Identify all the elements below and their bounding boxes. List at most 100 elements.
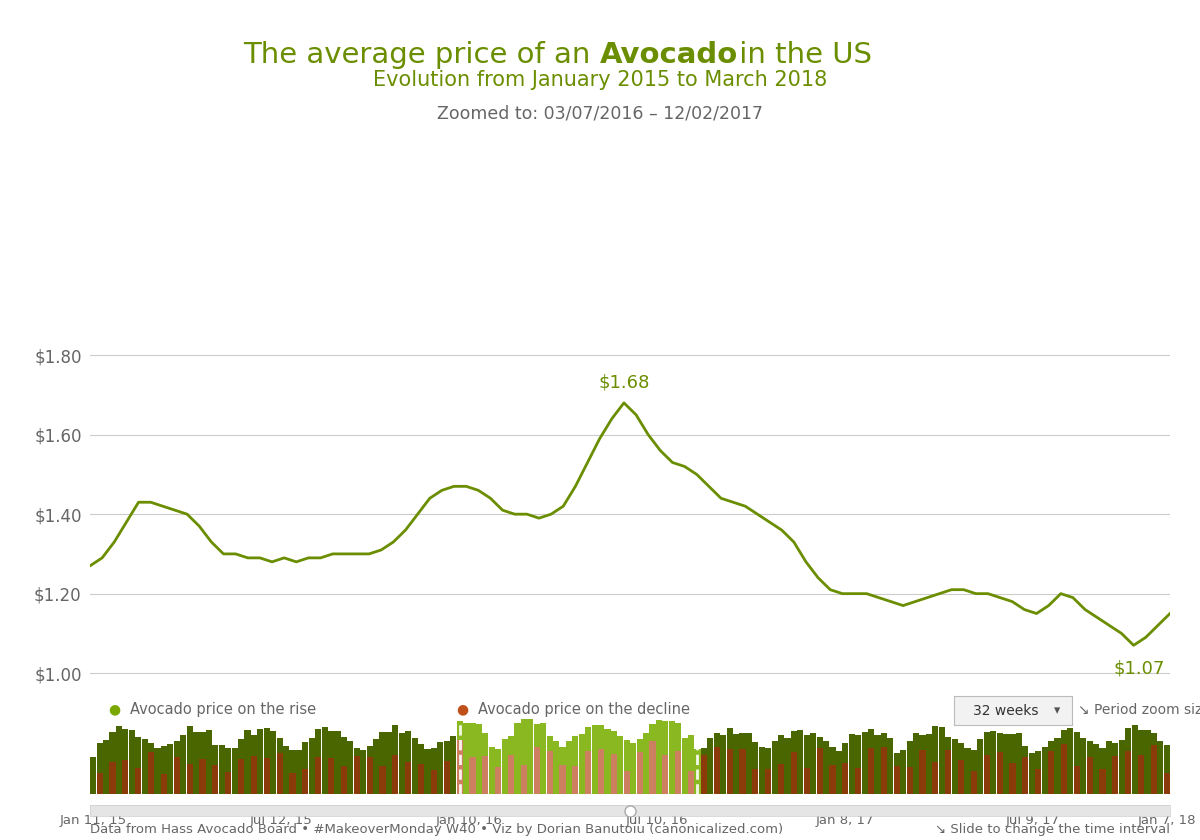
Bar: [996, 752, 1003, 794]
Bar: [366, 757, 373, 794]
Bar: [251, 734, 257, 794]
Bar: [797, 730, 804, 794]
Bar: [496, 749, 502, 794]
Bar: [444, 761, 450, 794]
Bar: [116, 727, 122, 794]
Bar: [1048, 751, 1054, 794]
Bar: [482, 733, 488, 794]
Bar: [335, 731, 341, 794]
Bar: [502, 738, 508, 794]
Text: Avocado price on the decline: Avocado price on the decline: [478, 702, 690, 717]
Bar: [341, 766, 347, 794]
Bar: [977, 738, 984, 794]
Bar: [1145, 730, 1151, 794]
Bar: [412, 738, 418, 794]
Bar: [1009, 734, 1015, 794]
Bar: [155, 748, 161, 794]
Bar: [1126, 752, 1132, 794]
Bar: [540, 723, 546, 794]
Bar: [868, 748, 874, 794]
Bar: [1086, 757, 1093, 794]
Bar: [1118, 740, 1124, 794]
Bar: [186, 726, 193, 794]
Bar: [707, 738, 714, 794]
Text: Jan 11, 15: Jan 11, 15: [60, 814, 127, 827]
Bar: [598, 726, 604, 794]
Bar: [649, 742, 655, 794]
Bar: [296, 750, 302, 794]
Bar: [682, 738, 688, 794]
Bar: [392, 755, 398, 794]
Bar: [212, 765, 218, 794]
Text: The average price of an: The average price of an: [244, 40, 600, 69]
Bar: [829, 747, 835, 794]
Bar: [1132, 725, 1138, 794]
Bar: [714, 733, 720, 794]
Bar: [913, 733, 919, 794]
Bar: [668, 721, 674, 794]
Text: Zoomed to: 03/07/2016 – 12/02/2017: Zoomed to: 03/07/2016 – 12/02/2017: [437, 104, 763, 123]
Bar: [785, 738, 791, 794]
Bar: [193, 732, 199, 794]
Bar: [527, 719, 534, 794]
Bar: [276, 753, 283, 794]
Bar: [848, 733, 854, 794]
Bar: [1074, 732, 1080, 794]
Bar: [148, 743, 154, 794]
Text: Avocado price on the rise: Avocado price on the rise: [130, 702, 316, 717]
Bar: [946, 737, 952, 794]
Bar: [1157, 741, 1164, 794]
Bar: [894, 753, 900, 794]
Bar: [1080, 738, 1086, 794]
Bar: [875, 735, 881, 794]
Bar: [392, 726, 398, 794]
Text: Jan 7, 18: Jan 7, 18: [1138, 814, 1196, 827]
Bar: [450, 736, 456, 794]
Bar: [109, 762, 115, 794]
Bar: [1106, 742, 1112, 794]
Bar: [701, 755, 707, 794]
Bar: [469, 723, 475, 794]
Text: Jul 10, 16: Jul 10, 16: [625, 814, 688, 827]
Bar: [456, 740, 463, 794]
Bar: [630, 743, 636, 794]
Text: ▾: ▾: [1055, 704, 1061, 717]
Bar: [592, 725, 598, 794]
Bar: [862, 732, 868, 794]
Bar: [1022, 757, 1028, 794]
Bar: [842, 764, 848, 794]
Bar: [431, 769, 437, 794]
Bar: [856, 768, 862, 794]
Bar: [276, 738, 283, 794]
Bar: [218, 745, 224, 794]
Bar: [720, 735, 726, 794]
Bar: [128, 730, 134, 794]
Bar: [726, 748, 733, 794]
Bar: [984, 732, 990, 794]
Bar: [283, 746, 289, 794]
Bar: [1086, 741, 1093, 794]
Bar: [482, 756, 488, 794]
Bar: [437, 743, 444, 794]
Bar: [406, 731, 412, 794]
Bar: [586, 727, 592, 794]
Bar: [1036, 751, 1042, 794]
Text: Avocado: Avocado: [600, 40, 738, 69]
Bar: [946, 750, 952, 794]
Bar: [1048, 741, 1054, 794]
Bar: [264, 727, 270, 794]
Bar: [1042, 748, 1048, 794]
Bar: [926, 733, 932, 794]
Bar: [1061, 744, 1067, 794]
Bar: [559, 747, 565, 794]
Text: ●: ●: [108, 703, 120, 717]
Bar: [772, 741, 778, 794]
Bar: [816, 738, 823, 794]
Bar: [958, 743, 964, 794]
Bar: [96, 773, 103, 794]
Bar: [302, 769, 308, 794]
Bar: [1074, 766, 1080, 794]
Bar: [816, 748, 823, 794]
Bar: [605, 729, 611, 794]
Text: $1.07: $1.07: [1114, 659, 1165, 677]
